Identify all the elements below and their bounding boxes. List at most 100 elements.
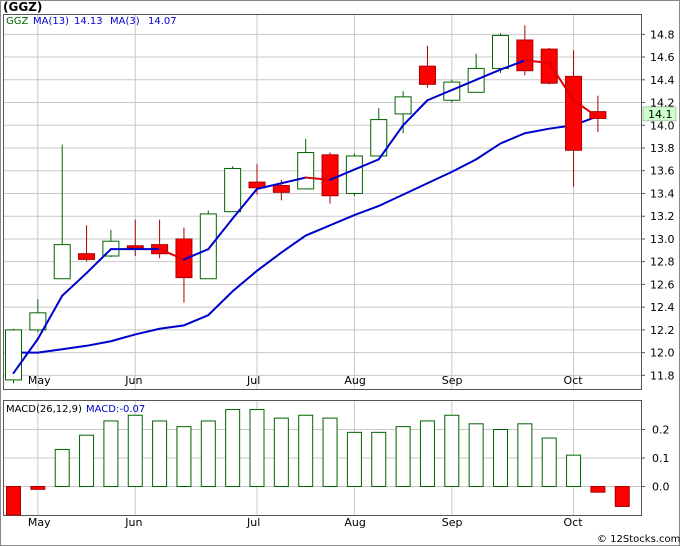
price-y-tick-label: 13.4 xyxy=(650,187,675,200)
price-x-tick-label: Jul xyxy=(246,374,260,387)
candle-body xyxy=(565,75,583,151)
candle-body xyxy=(175,238,193,279)
ma3-segment xyxy=(548,61,575,102)
ma3-segment xyxy=(353,158,380,171)
candle-body xyxy=(297,152,315,190)
macd-bar xyxy=(517,423,533,487)
macd-x-tick-label: Oct xyxy=(564,516,584,529)
macd-label: MACD(26,12,9) xyxy=(6,404,82,415)
price-y-tick-label: 11.8 xyxy=(650,369,675,382)
macd-bar xyxy=(322,417,338,488)
chart-title: (GGZ) xyxy=(3,0,42,14)
macd-y-axis: 0.0 0.1 0.2 xyxy=(641,424,670,494)
macd-x-axis: May Jun Jul Aug Sep Oct xyxy=(28,516,583,529)
last-price-badge-box xyxy=(642,106,677,122)
macd-bar xyxy=(249,409,265,487)
price-y-tick-label: 13.6 xyxy=(650,165,675,178)
candle xyxy=(418,45,436,88)
legend-ma13-value: 14.13 xyxy=(74,16,103,27)
price-y-tick-label: 12.4 xyxy=(650,301,675,314)
ma3-segment xyxy=(280,176,307,185)
candle-body xyxy=(492,34,509,69)
candle xyxy=(589,95,607,133)
ma3-segment xyxy=(207,217,234,251)
ma13-line xyxy=(13,115,599,354)
macd-bar xyxy=(371,431,387,488)
macd-bar xyxy=(541,437,557,487)
macd-bar xyxy=(298,414,314,487)
price-y-tick-label: 12.6 xyxy=(650,278,675,291)
macd-x-tick-label: Sep xyxy=(442,516,463,529)
ma13-layer xyxy=(13,115,599,354)
ma3-segment xyxy=(499,59,526,71)
price-y-tick-label: 14.8 xyxy=(650,28,675,41)
macd-x-tick-label: Jun xyxy=(124,516,142,529)
candle-body xyxy=(418,65,436,85)
candle xyxy=(199,210,217,280)
macd-x-tick-label: Aug xyxy=(344,516,365,529)
ma3-segment xyxy=(572,99,599,119)
candle xyxy=(345,153,363,196)
candle-body xyxy=(126,245,144,249)
candle-body xyxy=(272,185,290,193)
ma3-segment xyxy=(450,78,478,92)
price-y-tick-label: 14.0 xyxy=(650,119,675,132)
ma3-segment xyxy=(182,248,210,261)
ma3-segment xyxy=(304,176,332,181)
price-y-tick-label: 13.2 xyxy=(650,210,675,223)
ma3-segment xyxy=(158,248,185,261)
ma3-layer xyxy=(12,59,599,375)
candle-body xyxy=(248,181,266,189)
candle xyxy=(53,144,71,280)
price-panel-frame xyxy=(3,14,642,390)
macd-bar xyxy=(444,414,460,487)
ma3-segment xyxy=(377,124,405,161)
candle xyxy=(5,328,22,384)
candle-body xyxy=(321,154,339,197)
ma3-segment xyxy=(85,248,112,275)
price-x-tick-label: Jun xyxy=(124,374,142,387)
ma3-segment xyxy=(231,187,258,220)
ma3-segment xyxy=(475,68,502,81)
ma3-segment xyxy=(36,294,64,340)
candle xyxy=(297,138,315,190)
ma3-segment xyxy=(61,272,88,297)
price-x-tick-label: May xyxy=(28,374,51,387)
price-legend: GGZ MA(13) 14.13 MA(3) 14.07 xyxy=(6,16,177,27)
macd-y-tick-label: 0.0 xyxy=(652,481,670,494)
price-y-tick-label: 13.0 xyxy=(650,233,675,246)
price-y-tick-label: 12.8 xyxy=(650,256,675,269)
macd-bar xyxy=(590,486,606,493)
candle-body xyxy=(53,244,71,280)
price-y-tick-label: 12.2 xyxy=(650,324,675,337)
macd-bar xyxy=(273,417,289,488)
candle-body xyxy=(394,96,412,115)
candle xyxy=(540,47,558,85)
macd-value-label: MACD:-0.07 xyxy=(86,404,145,415)
macd-y-tick-label: 0.1 xyxy=(652,452,670,465)
macd-bar xyxy=(79,434,95,488)
last-price-badge-text: 14.1 xyxy=(648,108,673,121)
macd-panel: 0.0 0.1 0.2 May Jun Jul Aug Sep Oct MACD(26,12,… xyxy=(3,400,670,529)
legend-ma13-label: MA(13) xyxy=(33,16,69,27)
macd-bar xyxy=(152,420,168,488)
macd-bar xyxy=(54,448,70,488)
legend-symbol: GGZ xyxy=(6,16,28,27)
macd-x-tick-label: May xyxy=(28,516,51,529)
macd-bar xyxy=(30,486,46,490)
price-panel: 11.8 12.0 12.2 12.4 12.6 12.8 13.0 13.2 13.4 13.6… xyxy=(3,14,677,390)
macd-bar xyxy=(614,486,630,507)
macd-bar xyxy=(419,420,435,488)
macd-x-tick-label: Jul xyxy=(246,516,260,529)
macd-bar xyxy=(176,426,192,487)
price-grid xyxy=(4,15,641,389)
candle-body xyxy=(29,312,47,331)
candle xyxy=(224,166,242,213)
candle-body xyxy=(345,155,363,194)
candle-body xyxy=(78,253,96,260)
candle-body xyxy=(540,48,558,84)
candle xyxy=(492,33,509,73)
macd-bar xyxy=(566,454,582,487)
candle xyxy=(321,152,339,204)
